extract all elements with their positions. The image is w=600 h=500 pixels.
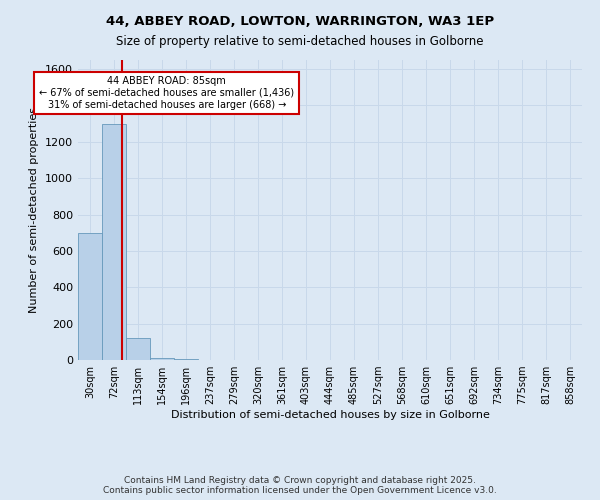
Bar [102, 124, 126, 360]
Bar [78, 232, 102, 360]
X-axis label: Distribution of semi-detached houses by size in Golborne: Distribution of semi-detached houses by … [170, 410, 490, 420]
Text: Size of property relative to semi-detached houses in Golborne: Size of property relative to semi-detach… [116, 35, 484, 48]
Bar [150, 358, 174, 360]
Text: 44 ABBEY ROAD: 85sqm
← 67% of semi-detached houses are smaller (1,436)
31% of se: 44 ABBEY ROAD: 85sqm ← 67% of semi-detac… [39, 76, 295, 110]
Bar [174, 358, 198, 360]
Y-axis label: Number of semi-detached properties: Number of semi-detached properties [29, 107, 40, 313]
Text: Contains HM Land Registry data © Crown copyright and database right 2025.
Contai: Contains HM Land Registry data © Crown c… [103, 476, 497, 495]
Text: 44, ABBEY ROAD, LOWTON, WARRINGTON, WA3 1EP: 44, ABBEY ROAD, LOWTON, WARRINGTON, WA3 … [106, 15, 494, 28]
Bar [126, 338, 150, 360]
